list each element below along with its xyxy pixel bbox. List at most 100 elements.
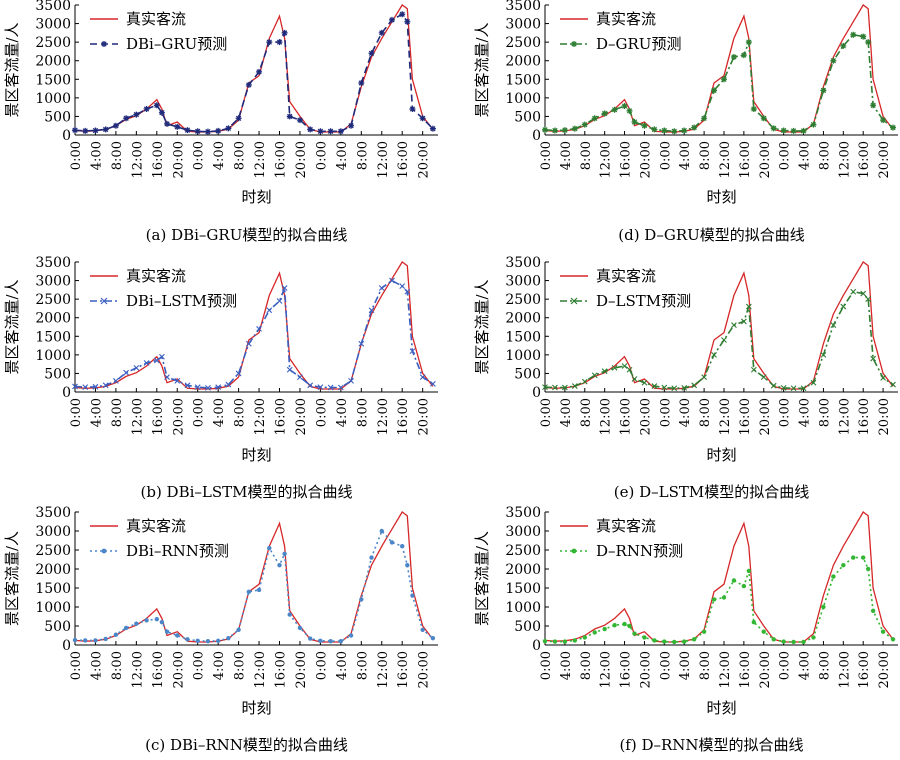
data-point — [205, 385, 211, 391]
data-point — [701, 115, 708, 122]
x-tick-label: 16:00 — [274, 141, 289, 178]
data-point — [358, 340, 365, 347]
x-tick-label: 4:00 — [89, 651, 104, 680]
chart-panel-6: 0 500 1000 1500 2000 2500 3000 3500 0:00 4:00 8:00… — [473, 505, 898, 754]
data-point — [671, 385, 678, 392]
data-point — [820, 87, 827, 94]
data-point — [256, 325, 262, 332]
data-point — [711, 597, 717, 602]
data-point — [770, 125, 777, 132]
y-tick-label: 1000 — [505, 348, 541, 364]
y-tick-label: 2500 — [35, 35, 71, 51]
data-point — [328, 639, 333, 644]
data-point — [627, 623, 632, 629]
data-point — [102, 126, 109, 133]
data-point — [841, 563, 846, 568]
data-point — [730, 54, 737, 60]
data-point — [890, 124, 897, 131]
legend-label: 真实客流 — [596, 10, 656, 28]
x-tick-label: 20:00 — [417, 141, 432, 178]
x-tick-label: 12:00 — [130, 141, 145, 178]
data-point — [123, 369, 130, 376]
data-point — [622, 621, 627, 627]
legend-label: DBi–LSTM预测 — [126, 292, 237, 310]
x-tick-label: 4:00 — [212, 651, 227, 680]
data-point — [276, 298, 283, 304]
data-point — [581, 378, 588, 385]
x-tick-label: 0:00 — [192, 651, 207, 680]
x-axis-label: 时刻 — [706, 188, 736, 206]
x-tick-label: 20:00 — [638, 651, 653, 688]
chart-caption: (d) D–GRU模型的拟合曲线 — [618, 226, 805, 244]
x-tick-label: 20:00 — [171, 651, 186, 688]
x-tick-label: 16:00 — [396, 141, 411, 178]
x-tick-label: 16:00 — [738, 141, 753, 178]
data-point — [159, 620, 165, 625]
data-point — [154, 616, 160, 622]
chart-panel-3: 0 500 1000 1500 2000 2500 3000 3500 0:00 4:00 8:00… — [3, 255, 438, 501]
data-point — [850, 288, 857, 295]
data-point — [93, 638, 98, 643]
x-tick-label: 4:00 — [798, 651, 813, 680]
data-point — [153, 357, 160, 364]
data-point — [561, 384, 568, 391]
x-tick-label: 4:00 — [212, 398, 227, 427]
data-point — [358, 80, 365, 86]
data-point — [810, 121, 817, 128]
data-point — [419, 115, 426, 122]
y-tick-label: 3500 — [505, 505, 541, 521]
data-point — [860, 290, 867, 297]
legend-label: 真实客流 — [596, 517, 656, 535]
data-point — [245, 81, 252, 88]
data-point — [661, 127, 668, 134]
data-point — [731, 578, 737, 583]
x-tick-label: 12:00 — [599, 651, 614, 688]
data-point — [701, 374, 707, 381]
data-point — [235, 115, 242, 122]
x-tick-label: 20:00 — [171, 141, 186, 178]
data-point — [184, 127, 191, 134]
x-tick-label: 8:00 — [579, 651, 594, 680]
legend-marker — [570, 297, 578, 305]
data-point — [236, 627, 241, 632]
x-tick-label: 8:00 — [698, 651, 713, 680]
data-point — [870, 355, 877, 362]
x-tick-label: 16:00 — [151, 398, 166, 435]
x-tick-label: 20:00 — [294, 398, 309, 435]
data-point — [297, 374, 303, 381]
x-tick-label: 0:00 — [69, 398, 84, 427]
x-tick-label: 20:00 — [294, 141, 309, 178]
legend-marker — [101, 548, 107, 554]
series-line-actual — [74, 261, 434, 390]
data-point — [410, 593, 415, 598]
data-point — [642, 635, 647, 640]
data-point — [830, 322, 837, 329]
data-point — [582, 635, 587, 640]
data-point — [552, 384, 558, 391]
data-point — [611, 106, 618, 113]
series-line-actual — [544, 4, 894, 133]
data-point — [153, 102, 160, 109]
x-tick-label: 12:00 — [130, 398, 145, 435]
x-tick-label: 20:00 — [417, 398, 432, 435]
data-point — [682, 639, 687, 644]
x-tick-label: 12:00 — [837, 141, 852, 178]
y-tick-label: 1500 — [35, 72, 71, 88]
x-tick-label: 16:00 — [857, 141, 872, 178]
x-axis-label: 时刻 — [241, 699, 271, 717]
data-point — [429, 380, 436, 387]
data-point — [572, 638, 578, 643]
data-point — [760, 374, 767, 381]
x-tick-label: 0:00 — [192, 398, 207, 427]
y-tick-label: 3500 — [35, 255, 71, 271]
data-point — [204, 128, 211, 135]
data-point — [721, 595, 727, 600]
x-tick-label: 16:00 — [738, 398, 753, 435]
data-point — [164, 629, 170, 634]
data-point — [820, 351, 827, 358]
x-tick-label: 16:00 — [396, 651, 411, 688]
x-tick-label: 20:00 — [877, 141, 892, 178]
legend-label: D–GRU预测 — [596, 35, 681, 53]
data-point — [800, 385, 807, 392]
